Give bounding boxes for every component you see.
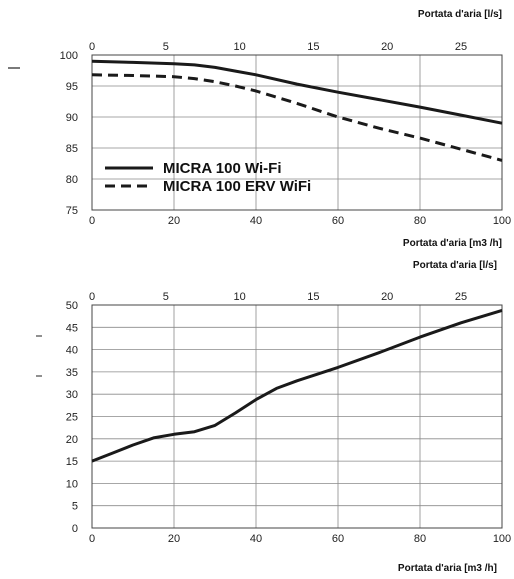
bottom-chart-x2-label: Portata d'aria [l/s]	[413, 260, 497, 271]
plot-frame	[91, 54, 503, 211]
x2-tick-label: 0	[89, 41, 95, 53]
bottom-chart: 0 20 40 60 80 100 0 5 10 15 20 25 0 5 10 15 20 25 30 35 40 45…	[66, 291, 511, 545]
x-tick-label: 60	[332, 533, 344, 545]
y-tick-label: 0	[72, 523, 78, 535]
x-tick-label: 20	[168, 533, 180, 545]
y-tick-label: 95	[66, 81, 78, 93]
x2-tick-label: 20	[381, 41, 393, 53]
series-line-1	[91, 59, 503, 125]
y-tick-label: 75	[66, 205, 78, 217]
y-tick-label: 45	[66, 322, 78, 334]
bottom-chart-x-label: Portata d'aria [m3 /h]	[398, 563, 497, 574]
x-tick-label: 40	[250, 215, 262, 227]
x2-tick-label: 5	[163, 41, 169, 53]
y-tick-label: 85	[66, 143, 78, 155]
plot-frame	[91, 304, 503, 529]
x-tick-label: 80	[414, 215, 426, 227]
y-tick-label: 25	[66, 412, 78, 424]
x2-tick-label: 15	[307, 291, 319, 303]
x-tick-label: 80	[414, 533, 426, 545]
x2-tick-label: 25	[455, 41, 467, 53]
legend-entry-label: MICRA 100 Wi-Fi	[163, 160, 281, 177]
series-line-2	[91, 73, 503, 162]
top-chart-x-label: Portata d'aria [m3 /h]	[403, 238, 502, 249]
y-tick-label: 10	[66, 478, 78, 490]
x-tick-label: 40	[250, 533, 262, 545]
y-tick-label: 20	[66, 434, 78, 446]
x2-tick-label: 25	[455, 291, 467, 303]
y-tick-label: 30	[66, 389, 78, 401]
x-tick-label: 20	[168, 215, 180, 227]
y-tick-label: 40	[66, 345, 78, 357]
y-tick-label: 35	[66, 367, 78, 379]
x-tick-label: 0	[89, 533, 95, 545]
x2-tick-label: 15	[307, 41, 319, 53]
x2-tick-label: 5	[163, 291, 169, 303]
x-tick-label: 60	[332, 215, 344, 227]
top-chart-x2-label: Portata d'aria [l/s]	[418, 9, 502, 20]
legend-entry-label: MICRA 100 ERV WiFi	[163, 178, 311, 195]
y-tick-label: 15	[66, 456, 78, 468]
x2-tick-label: 0	[89, 291, 95, 303]
x-tick-label: 0	[89, 215, 95, 227]
x-tick-label: 100	[493, 215, 511, 227]
y-tick-label: 50	[66, 300, 78, 312]
top-chart: 0 20 40 60 80 100 0 5 10 15 20 25 75 80 85 90 95 100 MICRA…	[60, 41, 512, 227]
y-tick-label: 5	[72, 501, 78, 513]
x2-tick-label: 10	[233, 41, 245, 53]
x2-tick-label: 20	[381, 291, 393, 303]
y-tick-label: 90	[66, 112, 78, 124]
y-tick-label: 80	[66, 174, 78, 186]
x2-tick-label: 10	[233, 291, 245, 303]
x-tick-label: 100	[493, 533, 511, 545]
series-line-1	[91, 308, 503, 463]
y-tick-label: 100	[60, 50, 78, 62]
